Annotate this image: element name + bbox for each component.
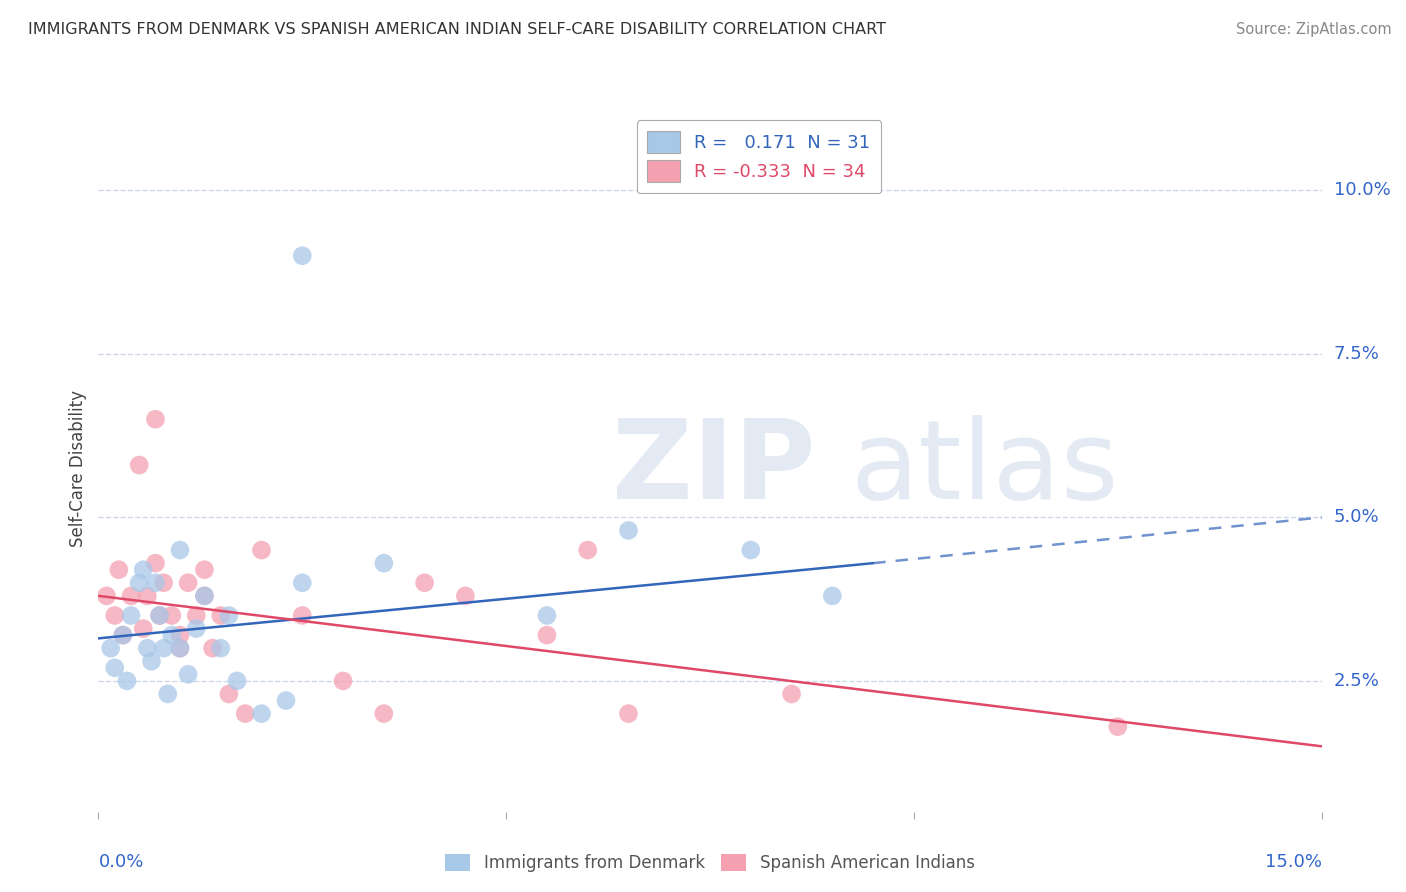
Point (617, 706, 640, 721)
Text: 7.5%: 7.5% (1334, 345, 1379, 363)
Point (111, 628, 134, 642)
Text: 0.0%: 0.0% (98, 853, 143, 871)
Point (193, 563, 215, 577)
Point (169, 543, 191, 558)
Point (617, 524, 640, 538)
Point (108, 563, 131, 577)
Point (1107, 720, 1129, 734)
Point (576, 543, 599, 558)
Point (128, 575, 150, 590)
Point (413, 575, 436, 590)
Point (152, 641, 174, 656)
Point (177, 667, 200, 681)
Point (226, 673, 249, 688)
Text: 15.0%: 15.0% (1264, 853, 1322, 871)
Point (186, 608, 208, 623)
Point (209, 608, 232, 623)
Point (291, 575, 314, 590)
Point (120, 589, 142, 603)
Point (169, 628, 191, 642)
Point (780, 687, 803, 701)
Point (821, 589, 844, 603)
Point (100, 641, 122, 656)
Text: atlas: atlas (851, 415, 1119, 522)
Point (128, 458, 150, 472)
Point (132, 563, 155, 577)
Point (149, 608, 172, 623)
Text: 10.0%: 10.0% (1334, 181, 1391, 199)
Point (136, 641, 159, 656)
Point (291, 608, 314, 623)
Point (373, 706, 395, 721)
Point (454, 589, 477, 603)
Point (120, 608, 142, 623)
Text: Source: ZipAtlas.com: Source: ZipAtlas.com (1236, 22, 1392, 37)
Y-axis label: Self-Care Disability: Self-Care Disability (69, 390, 87, 547)
Point (136, 589, 159, 603)
Legend: R =   0.171  N = 31, R = -0.333  N = 34: R = 0.171 N = 31, R = -0.333 N = 34 (637, 120, 882, 193)
Point (152, 575, 174, 590)
Text: 2.5%: 2.5% (1334, 672, 1379, 690)
Point (373, 556, 395, 570)
Point (250, 706, 273, 721)
Point (740, 543, 762, 558)
Point (193, 589, 215, 603)
Point (536, 608, 558, 623)
Point (160, 608, 183, 623)
Point (536, 628, 558, 642)
Point (193, 589, 215, 603)
Point (291, 249, 314, 263)
Point (145, 412, 167, 426)
Text: 5.0%: 5.0% (1334, 508, 1379, 526)
Point (169, 641, 191, 656)
Point (186, 622, 208, 636)
Point (218, 687, 240, 701)
Text: ZIP: ZIP (612, 415, 815, 522)
Point (201, 641, 224, 656)
Point (145, 556, 167, 570)
Point (145, 575, 167, 590)
Point (169, 641, 191, 656)
Point (250, 543, 273, 558)
Point (132, 622, 155, 636)
Point (160, 628, 183, 642)
Point (115, 673, 138, 688)
Text: IMMIGRANTS FROM DENMARK VS SPANISH AMERICAN INDIAN SELF-CARE DISABILITY CORRELAT: IMMIGRANTS FROM DENMARK VS SPANISH AMERI… (28, 22, 886, 37)
Point (149, 608, 172, 623)
Point (156, 687, 179, 701)
Point (104, 608, 127, 623)
Point (104, 661, 127, 675)
Point (274, 693, 297, 707)
Point (96, 589, 118, 603)
Point (141, 654, 163, 668)
Point (209, 641, 232, 656)
Point (177, 575, 200, 590)
Point (111, 628, 134, 642)
Point (218, 608, 240, 623)
Point (233, 706, 256, 721)
Point (332, 673, 354, 688)
